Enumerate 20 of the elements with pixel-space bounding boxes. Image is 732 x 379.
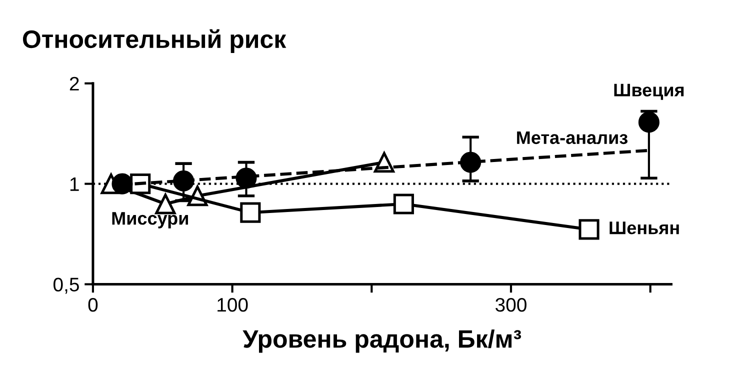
x-tick-label: 100 [218,298,248,312]
y-tick-label: 2 [70,76,79,90]
series-label: Миссури [112,212,188,228]
y-tick-label: 0,5 [54,278,79,294]
point [578,219,600,240]
point [638,112,660,133]
series-label: Мета-анализ [517,131,628,144]
point [393,194,414,214]
point [460,152,482,173]
point [173,170,194,192]
y-tick-label: 1 [70,177,79,191]
x-axis-title: Уровень радона, Бк/м³ [242,329,522,353]
point [112,173,133,194]
series-label: Швеция [614,84,684,100]
point [240,202,261,223]
x-tick-label: 0 [88,298,98,312]
chart-title: Относительный риск [22,29,286,54]
series-label: Шеньян [610,222,679,234]
x-tick-label: 300 [496,298,526,312]
point [236,168,257,189]
